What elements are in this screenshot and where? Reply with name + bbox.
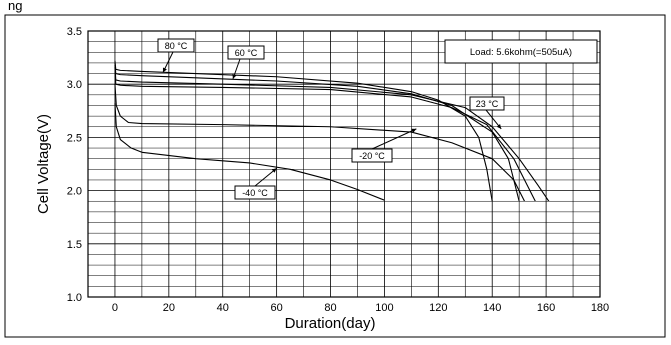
x-tick-label: 120 — [429, 302, 447, 314]
x-axis-title: Duration(day) — [285, 315, 376, 332]
y-tick-label: 1.0 — [67, 292, 82, 304]
callout-label: 80 °C — [165, 41, 188, 51]
callout-arrowhead — [232, 73, 237, 79]
series-line-1 — [114, 62, 520, 202]
callout-box — [469, 96, 505, 111]
grid — [88, 30, 601, 298]
series-line-2 — [114, 65, 550, 202]
callout-label: 60 °C — [235, 48, 258, 58]
x-tick-label: 80 — [324, 302, 336, 314]
callout-arrowhead — [271, 168, 277, 173]
callout-box — [227, 45, 265, 60]
callout-1: 60 °C — [227, 45, 265, 80]
y-tick-label: 1.5 — [67, 239, 82, 251]
plot-area-border — [87, 30, 601, 298]
y-tick-label: 2.0 — [67, 186, 82, 198]
y-tick-label: 2.5 — [67, 132, 82, 144]
callout-box — [157, 38, 195, 53]
series-line-0 — [114, 60, 493, 202]
callout-4: -40 °C — [234, 167, 277, 200]
callout-arrow — [254, 167, 277, 187]
callout-3: -20 °C — [351, 128, 417, 163]
title-fragment: ng — [8, 0, 22, 13]
series-layer — [114, 60, 550, 202]
x-tick-labels: 0 20 40 60 80 100 120 140 160 180 — [112, 302, 609, 314]
callout-label: -20 °C — [359, 151, 385, 161]
series-line-3 — [114, 67, 536, 202]
x-tick-label: 100 — [375, 302, 393, 314]
callout-arrowhead — [162, 67, 167, 73]
callout-arrowhead — [496, 124, 502, 129]
y-axis-title: Cell Voltage(V) — [35, 114, 52, 214]
callout-box — [234, 185, 276, 200]
x-tick-label: 0 — [112, 302, 118, 314]
y-tick-label: 3.0 — [67, 79, 82, 91]
y-tick-label: 3.5 — [67, 26, 82, 38]
x-tick-label: 60 — [271, 302, 283, 314]
series-line-5 — [114, 103, 385, 201]
x-tick-label: 140 — [483, 302, 501, 314]
callout-0: 80 °C — [157, 38, 195, 73]
series-line-4 — [114, 84, 526, 202]
legend-box: Load: 5.6kohm(=505uA) — [444, 39, 598, 64]
callout-box — [351, 148, 393, 163]
legend-text: Load: 5.6kohm(=505uA) — [470, 47, 572, 58]
y-tick-labels: 1.0 1.5 2.0 2.5 3.0 3.5 — [67, 26, 82, 304]
callout-2: 23 °C — [469, 96, 505, 130]
callout-arrowhead — [411, 128, 417, 133]
callout-label: -40 °C — [242, 188, 268, 198]
x-tick-label: 180 — [591, 302, 609, 314]
x-tick-label: 40 — [217, 302, 229, 314]
x-tick-label: 20 — [163, 302, 175, 314]
callout-arrow — [371, 128, 417, 150]
x-tick-label: 160 — [537, 302, 555, 314]
callouts: 80 °C 60 °C 23 °C -20 °C -40 °C — [157, 38, 505, 200]
callout-label: 23 °C — [476, 99, 499, 109]
figure-frame — [4, 14, 666, 338]
